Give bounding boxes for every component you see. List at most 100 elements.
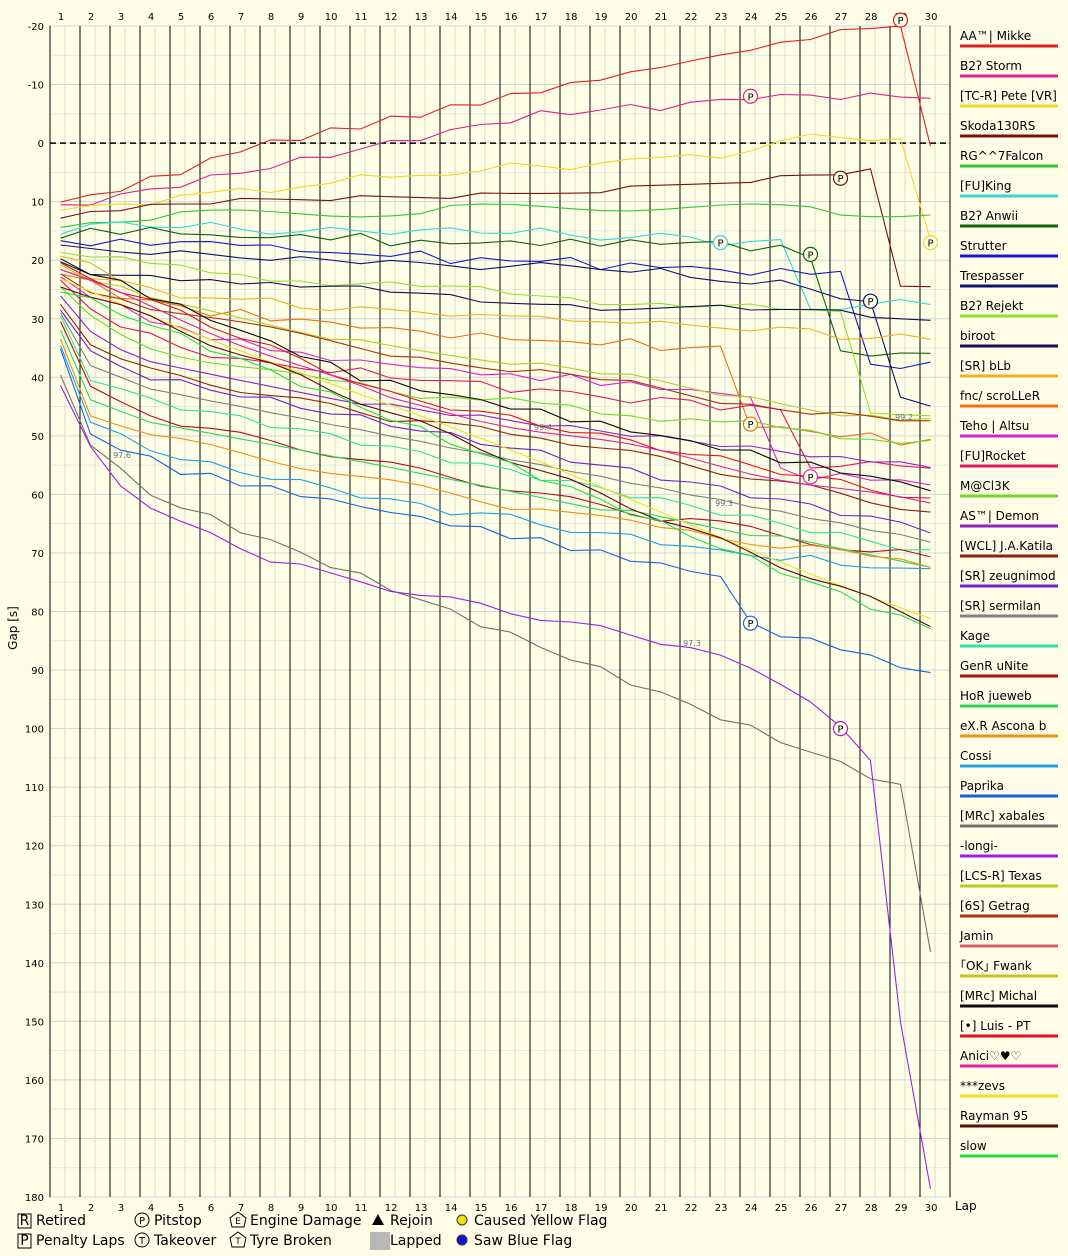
y-tick-label: 80 bbox=[31, 608, 44, 619]
legend-entry-label: Anici♡♥♡ bbox=[960, 1049, 1021, 1063]
pitstop-marker-label: P bbox=[867, 297, 873, 308]
key-symbol: T bbox=[234, 1237, 241, 1247]
x-tick-label-top: 9 bbox=[298, 12, 304, 23]
series-line bbox=[60, 385, 932, 1189]
key-label: Saw Blue Flag bbox=[474, 1233, 572, 1249]
y-tick-label: 180 bbox=[25, 1193, 44, 1204]
series-line bbox=[60, 315, 931, 551]
series-line bbox=[60, 279, 931, 469]
x-tick-label-bottom: 23 bbox=[715, 1203, 728, 1214]
x-tick-label-bottom: 2 bbox=[88, 1203, 94, 1214]
pitstop-marker bbox=[832, 720, 849, 737]
x-tick-label-top: 4 bbox=[148, 12, 154, 23]
legend-entry-label: AS™| Demon bbox=[960, 509, 1039, 523]
legend-entry-label: [6S] Getrag bbox=[960, 899, 1030, 913]
key-symbol: E bbox=[235, 1217, 241, 1227]
x-tick-label-top: 15 bbox=[475, 12, 488, 23]
key-label: Penalty Laps bbox=[36, 1233, 125, 1249]
y-tick-label: 30 bbox=[31, 315, 44, 326]
y-tick-label: 100 bbox=[25, 725, 44, 736]
y-tick-label: 50 bbox=[31, 432, 44, 443]
series-lines bbox=[59, 25, 932, 1189]
key-symbol: R bbox=[20, 1213, 30, 1229]
legend-entry-label: [SR] bLb bbox=[960, 359, 1011, 373]
series-line bbox=[60, 92, 931, 206]
y-tick-label: 120 bbox=[25, 842, 44, 853]
y-tick-label: 150 bbox=[25, 1017, 44, 1028]
x-tick-label-bottom: 27 bbox=[835, 1203, 848, 1214]
pitstop-marker bbox=[742, 416, 759, 432]
x-tick-label-top: 22 bbox=[685, 12, 698, 23]
pitstop-marker-label: P bbox=[837, 725, 843, 736]
x-tick-label-bottom: 20 bbox=[625, 1203, 638, 1214]
series-line bbox=[60, 269, 931, 504]
y-tick-label: 10 bbox=[31, 198, 44, 209]
x-tick-label-bottom: 29 bbox=[895, 1203, 908, 1214]
event-key: R Retired P Pitstop E Engine Damage Rejoin Caus… bbox=[17, 1211, 607, 1250]
x-tick-label-bottom: 14 bbox=[445, 1203, 458, 1214]
series-line bbox=[59, 348, 931, 674]
legend-entry-label: AA™| Mikke bbox=[960, 29, 1031, 43]
legend-entry-label: Cossi bbox=[960, 749, 992, 763]
x-tick-label-bottom: 15 bbox=[475, 1203, 488, 1214]
x-tick-label-bottom: 8 bbox=[268, 1203, 274, 1214]
legend-entry-label: [MRc] xabales bbox=[960, 809, 1045, 823]
legend-entry-label: [WCL] J.A.Katila bbox=[960, 539, 1053, 553]
x-tick-label-top: 25 bbox=[775, 12, 788, 23]
legend-entry-label: Paprika bbox=[960, 779, 1004, 793]
x-tick-label-bottom: 28 bbox=[865, 1203, 878, 1214]
pitstop-marker bbox=[742, 615, 759, 631]
y-tick-label: 40 bbox=[31, 373, 44, 384]
x-tick-label-bottom: 11 bbox=[355, 1203, 368, 1214]
engine-damage-annotation: 99.3 bbox=[715, 499, 733, 508]
legend-entry-label: eX.R Ascona b bbox=[960, 719, 1046, 733]
y-tick-label: 0 bbox=[38, 139, 44, 150]
x-tick-label-top: 6 bbox=[208, 12, 214, 23]
legend-entry-label: Jamin bbox=[959, 929, 994, 943]
series-line bbox=[60, 255, 121, 282]
x-tick-label-top: 30 bbox=[925, 12, 938, 23]
legend-entry-label: [TC-R] Pete [VR] bbox=[960, 89, 1057, 103]
y-tick-label: 60 bbox=[31, 490, 44, 501]
legend-entry-label: Strutter bbox=[960, 239, 1007, 253]
key-label: Retired bbox=[36, 1213, 86, 1229]
key-symbol-triangle bbox=[372, 1214, 384, 1225]
x-tick-label-bottom: 17 bbox=[535, 1203, 548, 1214]
x-tick-label-top: 16 bbox=[505, 12, 518, 23]
y-tick-label: 170 bbox=[25, 1134, 44, 1145]
legend-entry-label: [MRc] Michal bbox=[960, 989, 1037, 1003]
legend-entry-label: Rayman 95 bbox=[960, 1109, 1028, 1123]
series-line bbox=[59, 345, 931, 570]
series-line bbox=[60, 264, 931, 421]
key-label: Lapped bbox=[390, 1233, 442, 1249]
legend-entry-label: HoR jueweb bbox=[960, 689, 1032, 703]
y-tick-label: -10 bbox=[28, 81, 44, 92]
series-line bbox=[60, 244, 931, 407]
engine-damage-annotation: 97.3 bbox=[683, 639, 701, 648]
engine-damage-annotation: 99.2 bbox=[895, 413, 913, 422]
x-tick-label-bottom: 25 bbox=[775, 1203, 788, 1214]
pitstop-marker bbox=[802, 246, 819, 262]
y-tick-label: 90 bbox=[31, 666, 44, 677]
legend-entry-label: B2ʔ Anwii bbox=[960, 209, 1018, 223]
key-symbol-circle bbox=[134, 1232, 150, 1248]
grid bbox=[49, 25, 951, 1198]
key-label: Pitstop bbox=[154, 1213, 202, 1229]
x-tick-label-top: 14 bbox=[445, 12, 458, 23]
series-line bbox=[60, 221, 931, 311]
series-line bbox=[60, 304, 931, 513]
series-line bbox=[60, 262, 931, 499]
axes: -20-100102030405060708090100110120130140… bbox=[25, 12, 938, 1214]
key-label: Caused Yellow Flag bbox=[474, 1213, 607, 1229]
series-line bbox=[60, 238, 931, 370]
x-axis-label: Lap bbox=[955, 1199, 977, 1213]
pitstop-marker bbox=[892, 12, 909, 28]
x-tick-label-bottom: 26 bbox=[805, 1203, 818, 1214]
x-tick-label-top: 23 bbox=[715, 12, 728, 23]
key-symbol-pentagon bbox=[229, 1211, 247, 1228]
series-line bbox=[60, 258, 931, 492]
legend-entry-label: Skoda130RS bbox=[960, 119, 1035, 133]
legend-entry-label: slow bbox=[960, 1139, 987, 1153]
key-symbol-box bbox=[17, 1233, 32, 1249]
x-tick-label-top: 24 bbox=[745, 12, 758, 23]
